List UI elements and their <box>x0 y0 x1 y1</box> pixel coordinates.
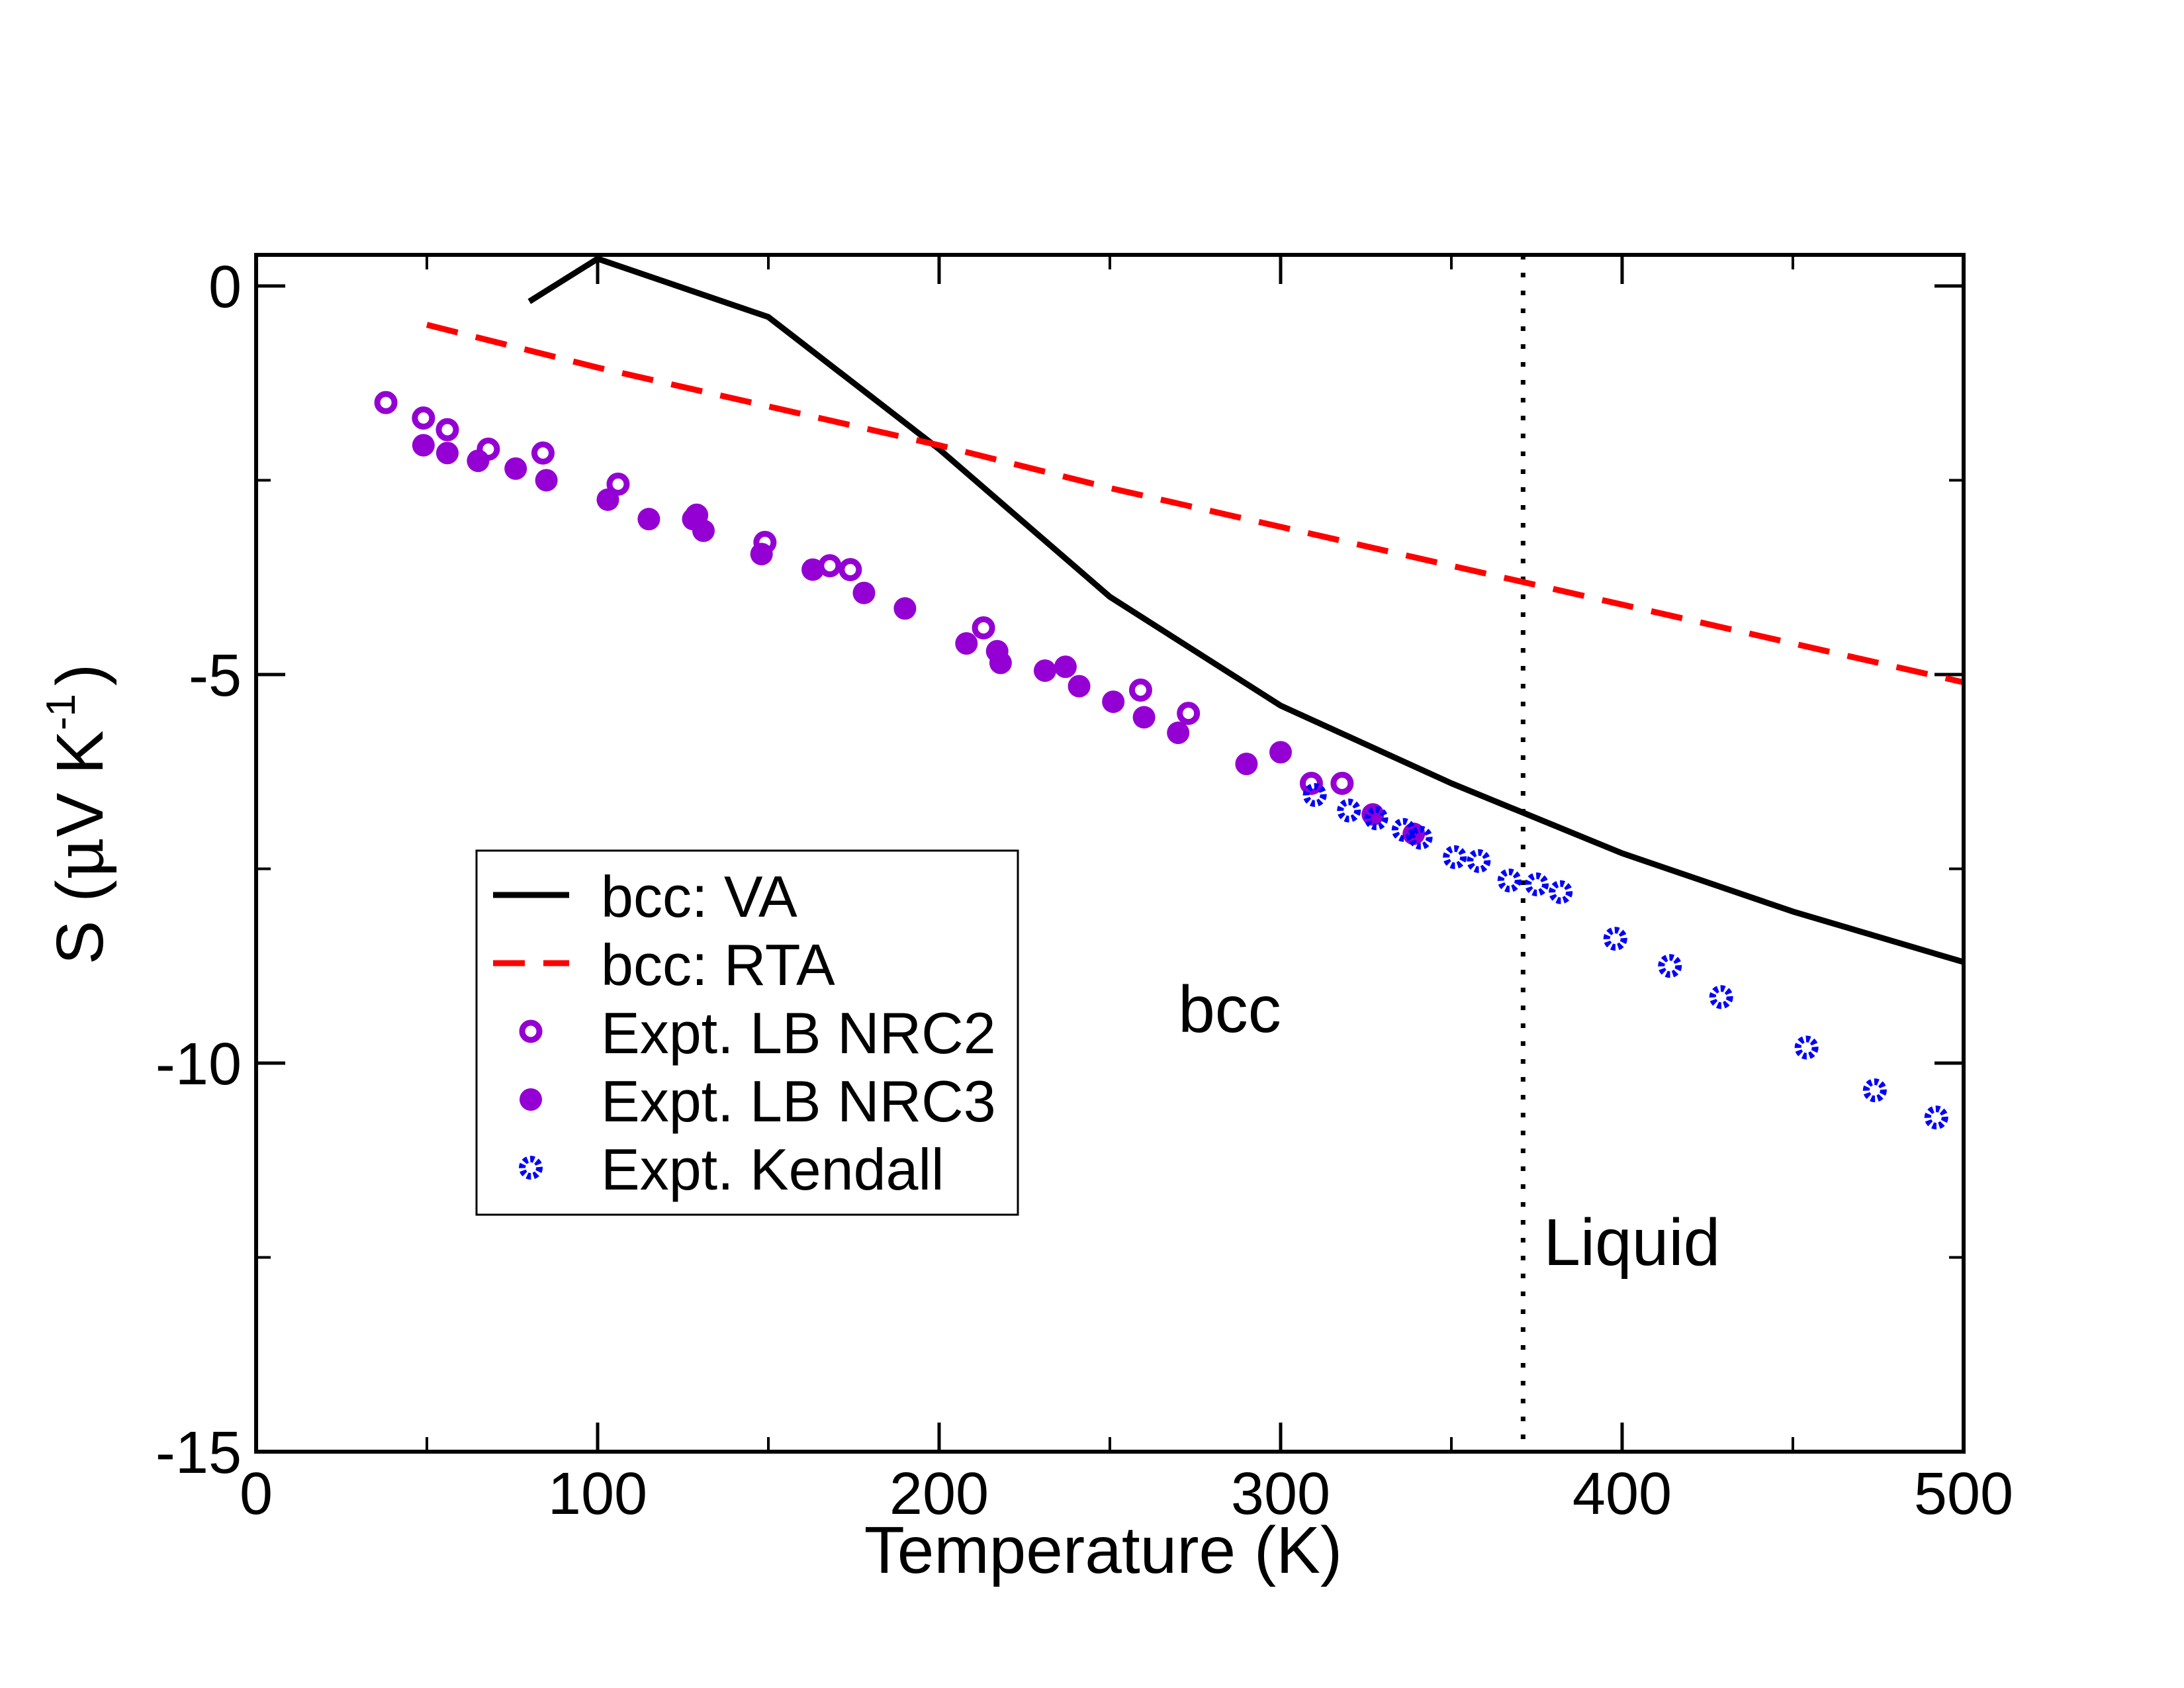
legend-entry: bcc: RTA <box>493 932 835 998</box>
data-point <box>1709 985 1733 1009</box>
data-point <box>1177 702 1201 726</box>
data-point <box>1033 659 1056 682</box>
data-point <box>637 508 660 531</box>
legend-entry: Expt. LB NRC3 <box>520 1068 996 1134</box>
y-tick-label: -5 <box>189 643 242 709</box>
data-point <box>1235 752 1258 775</box>
legend-box <box>475 849 1019 1216</box>
data-point <box>535 469 558 492</box>
x-tick-label: 400 <box>1572 1461 1672 1527</box>
annotation-bcc: bcc <box>1178 972 1281 1047</box>
data-point <box>412 406 435 430</box>
data-point <box>1443 845 1467 869</box>
data-point <box>801 558 825 581</box>
data-point <box>1128 678 1152 702</box>
y-axis-label-mu: μ <box>41 837 118 880</box>
y-tick-label: -10 <box>156 1031 242 1098</box>
data-point <box>1102 690 1125 714</box>
y-tick-label: 0 <box>208 254 242 320</box>
x-tick-label: 0 <box>240 1461 273 1527</box>
data-point <box>1603 927 1627 951</box>
data-point <box>412 434 435 457</box>
series-4 <box>1302 782 1948 1130</box>
data-point <box>435 418 459 442</box>
legend-entry: bcc: VA <box>493 864 797 929</box>
data-point <box>1525 872 1549 896</box>
legend-label: Expt. LB NRC2 <box>601 1000 996 1066</box>
y-tick-label: -15 <box>156 1420 242 1486</box>
legend-label: bcc: VA <box>601 864 797 929</box>
x-tick-label: 300 <box>1231 1461 1330 1527</box>
y-axis-label-prefix: S ( <box>43 880 117 964</box>
series-group <box>374 256 1965 1130</box>
data-point <box>1794 1035 1819 1060</box>
data-point <box>435 442 459 465</box>
data-point <box>852 581 876 604</box>
data-point <box>1132 706 1156 729</box>
data-point <box>606 472 630 496</box>
data-point <box>1658 954 1682 978</box>
data-point <box>1302 782 1327 807</box>
x-tick-label: 500 <box>1914 1461 2013 1527</box>
data-point <box>374 391 398 414</box>
data-point <box>1299 771 1323 795</box>
series-line <box>527 256 1965 965</box>
data-point <box>504 457 527 480</box>
data-point <box>1862 1078 1887 1103</box>
x-axis-label: Temperature (K) <box>864 1513 1342 1587</box>
x-tick-label: 100 <box>548 1461 647 1527</box>
annotations: bcc Liquid <box>1178 972 1720 1280</box>
y-axis-label-suffix: ) <box>43 664 117 686</box>
data-point <box>1269 741 1292 764</box>
data-point <box>1497 868 1522 893</box>
data-point <box>1467 849 1491 873</box>
annotation-liquid: Liquid <box>1543 1205 1720 1280</box>
data-point <box>839 557 862 581</box>
y-axis-label-exponent: -1 <box>38 694 84 730</box>
series-1 <box>426 322 1964 686</box>
plot-frame <box>254 253 1966 1454</box>
data-point <box>1924 1105 1948 1130</box>
data-point <box>893 597 917 620</box>
legend-swatch <box>519 1019 543 1043</box>
data-point <box>467 449 490 473</box>
data-point <box>1549 880 1573 904</box>
data-point <box>1337 798 1361 823</box>
legend-swatch <box>519 1156 543 1180</box>
legend-label: Expt. LB NRC3 <box>601 1068 996 1134</box>
data-point <box>1364 806 1388 831</box>
y-axis-label: S (μV K-1) <box>38 664 118 964</box>
series-0 <box>527 256 1965 965</box>
data-point <box>750 543 773 565</box>
data-point <box>692 519 715 542</box>
series-3 <box>412 434 1426 845</box>
data-point <box>1068 675 1091 698</box>
legend-label: bcc: RTA <box>601 932 835 998</box>
series-2 <box>374 391 1354 795</box>
series-line <box>426 322 1964 686</box>
data-point <box>1054 655 1077 679</box>
legend-swatch <box>520 1088 542 1111</box>
data-point <box>955 632 978 655</box>
y-axis-label-unit: V K <box>43 730 117 837</box>
data-point <box>596 488 619 511</box>
x-tick-label: 200 <box>889 1461 989 1527</box>
legend-entry: Expt. Kendall <box>519 1137 944 1202</box>
data-point <box>1330 771 1354 795</box>
legend-entry: Expt. LB NRC2 <box>519 1000 996 1066</box>
data-point <box>1167 722 1190 745</box>
tick-labels: 0 100 200 300 400 500 0 -5 -10 -15 <box>156 254 2013 1527</box>
data-point <box>1408 825 1433 850</box>
data-point <box>972 616 995 640</box>
data-point <box>531 441 555 465</box>
legend-label: Expt. Kendall <box>601 1137 944 1202</box>
data-point <box>989 651 1012 675</box>
